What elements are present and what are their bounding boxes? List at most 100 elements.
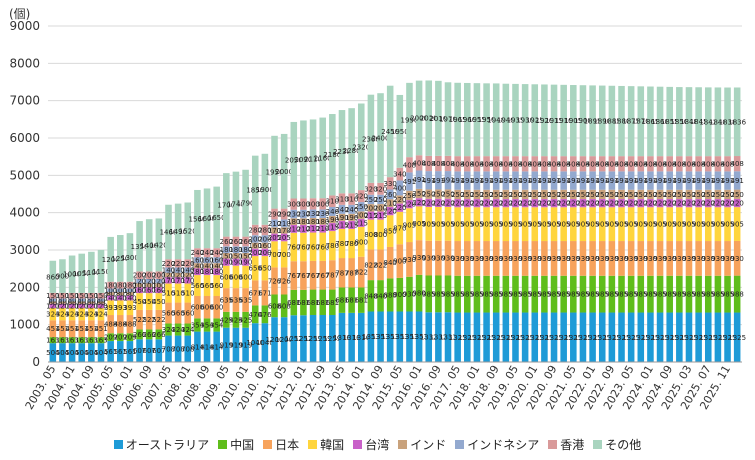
data-label: 726: [277, 277, 291, 285]
data-label: 1880: [613, 118, 631, 126]
data-label: 408: [653, 160, 666, 168]
data-label: 190: [239, 259, 252, 267]
bar-segment: [309, 198, 317, 210]
bar-segment: [473, 241, 481, 276]
data-label: 681: [326, 299, 339, 307]
data-label: 200: [374, 204, 387, 212]
data-label: 408: [470, 160, 483, 168]
data-label: 822: [364, 261, 377, 269]
data-label: 930: [605, 255, 618, 263]
bar-segment: [377, 211, 384, 220]
bar-segment: [733, 275, 741, 313]
bar-segment: [145, 278, 153, 284]
bar-segment: [492, 189, 500, 200]
bar-segment: [579, 207, 587, 242]
bar-segment: [78, 320, 86, 338]
data-label: 905: [653, 221, 666, 229]
bar-segment: [194, 318, 201, 332]
bars: 5041634513241206080150860504163451324120…: [46, 80, 747, 362]
bar-segment: [223, 311, 230, 328]
data-label: 220: [162, 260, 175, 268]
bar-segment: [406, 172, 413, 191]
bar-segment: [733, 207, 741, 241]
bar-segment: [338, 287, 346, 313]
data-label: 220: [557, 200, 570, 208]
data-label: 985: [480, 291, 493, 299]
bar-segment: [232, 253, 240, 259]
data-label: 985: [461, 291, 474, 299]
legend-label: 韓国: [320, 438, 345, 452]
bar-segment: [579, 275, 587, 313]
legend-swatch: [593, 440, 603, 449]
data-label: 1935: [507, 117, 525, 125]
data-label: 250: [355, 203, 368, 211]
bar-segment: [483, 156, 490, 172]
data-label: 905: [586, 221, 599, 229]
data-label: 180: [123, 282, 136, 290]
bar-segment: [68, 308, 76, 321]
bar-segment: [280, 219, 288, 228]
bar-segment: [242, 311, 249, 328]
data-label: 250: [730, 191, 743, 199]
bar-segment: [647, 86, 654, 157]
bar-segment: [483, 199, 490, 208]
data-label: 681: [335, 297, 348, 305]
data-label: 1460: [160, 229, 178, 237]
bar-segment: [309, 119, 317, 199]
bar-segment: [589, 312, 596, 362]
bar-segment: [280, 267, 288, 295]
data-label: 300: [287, 201, 300, 209]
bar-segment: [319, 117, 326, 199]
data-label: 860: [46, 273, 59, 281]
bar-segment: [685, 87, 693, 157]
bar-segment: [512, 83, 519, 157]
bar-segment: [136, 221, 143, 272]
data-label: 408: [461, 160, 474, 168]
bar-segment: [425, 312, 433, 362]
data-label: 1920: [535, 117, 553, 125]
data-label: 310: [335, 196, 348, 204]
bar-segment: [59, 343, 66, 362]
bar-segment: [444, 275, 452, 313]
bar-segment: [589, 207, 596, 242]
data-label: 408: [711, 160, 724, 168]
bar-segment: [733, 198, 741, 208]
data-label: 300: [316, 200, 329, 208]
bar-segment: [59, 259, 66, 293]
data-label: 220: [403, 201, 416, 209]
data-label: 930: [567, 255, 580, 263]
bar-segment: [627, 275, 635, 313]
bar-segment: [338, 312, 346, 362]
bar-segment: [589, 171, 596, 190]
data-label: 491: [518, 177, 531, 185]
data-label: 250: [538, 191, 551, 199]
data-label: 522: [133, 316, 146, 324]
bar-segment: [579, 312, 587, 362]
data-label: 408: [644, 160, 657, 168]
bar-segment: [676, 312, 683, 362]
data-label: 1325: [535, 334, 553, 342]
bar-segment: [608, 199, 616, 208]
data-label: 408: [721, 160, 734, 168]
data-label: 250: [721, 191, 734, 199]
data-label: 163: [65, 337, 78, 345]
data-label: 120: [152, 278, 165, 286]
data-label: 700: [277, 251, 290, 259]
bar-segment: [126, 288, 134, 293]
data-label: 451: [85, 325, 98, 333]
data-label: 600: [220, 273, 233, 281]
data-label: 80: [48, 296, 57, 304]
data-label: 905: [547, 221, 560, 229]
bar-segment: [319, 224, 326, 233]
data-label: 905: [403, 222, 416, 230]
data-label: 2020: [420, 115, 438, 123]
data-label: 491: [509, 177, 522, 185]
data-label: 60: [58, 299, 67, 307]
bar-segment: [541, 207, 548, 242]
bar-segment: [483, 207, 490, 242]
data-label: 1840: [709, 118, 727, 126]
data-label: 905: [441, 220, 454, 228]
data-label: 900: [56, 273, 69, 281]
data-label: 100: [114, 287, 127, 295]
bar-segment: [570, 312, 577, 362]
